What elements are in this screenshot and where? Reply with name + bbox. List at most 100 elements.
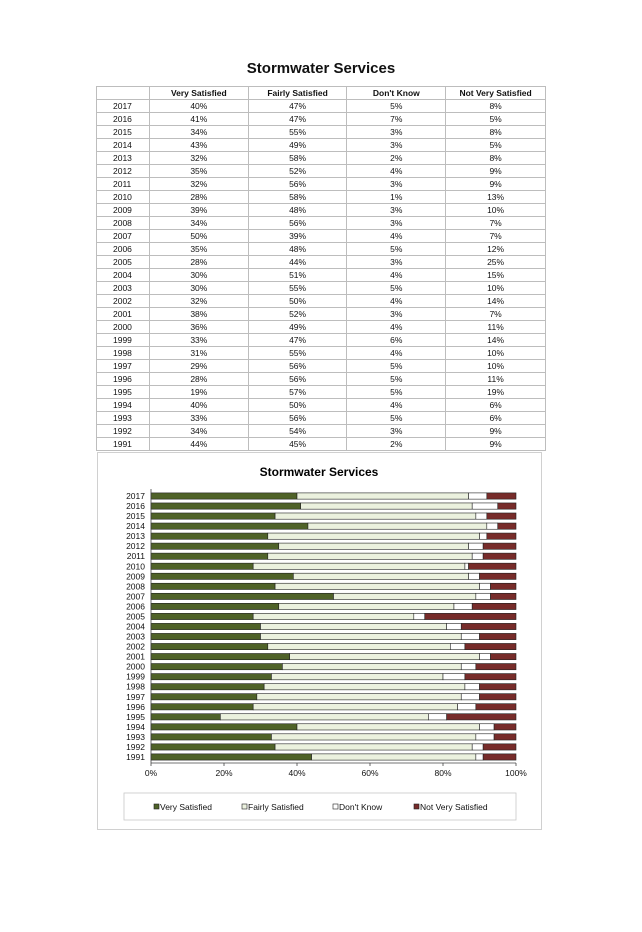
y-tick-label: 2005 <box>126 611 145 621</box>
cell-dont-know: 4% <box>346 229 447 243</box>
cell-fairly-satisfied: 47% <box>247 99 348 113</box>
table-header-fairly-satisfied: Fairly Satisfied <box>247 86 348 100</box>
cell-year: 2002 <box>96 294 150 308</box>
cell-not-very-satisfied: 13% <box>445 190 546 204</box>
bar-very-satisfied <box>150 512 276 520</box>
bar-fairly-satisfied <box>260 633 462 640</box>
bar-very-satisfied <box>150 522 309 530</box>
cell-year: 2007 <box>96 229 150 243</box>
cell-not-very-satisfied: 12% <box>445 242 546 256</box>
cell-very-satisfied: 34% <box>148 424 249 438</box>
bar-dont-know <box>457 703 477 711</box>
cell-dont-know: 3% <box>346 125 447 139</box>
cell-fairly-satisfied: 54% <box>247 424 348 438</box>
cell-not-very-satisfied: 10% <box>445 281 546 295</box>
bar-very-satisfied <box>150 723 298 731</box>
bar-not-very-satisfied <box>490 582 517 590</box>
bar-fairly-satisfied <box>282 663 462 671</box>
cell-dont-know: 3% <box>346 216 447 230</box>
bar-not-very-satisfied <box>493 723 517 731</box>
bar-not-very-satisfied <box>460 623 517 630</box>
bar-very-satisfied <box>150 683 265 691</box>
cell-fairly-satisfied: 49% <box>247 320 348 334</box>
cell-not-very-satisfied: 11% <box>445 320 546 334</box>
bar-not-very-satisfied <box>482 743 517 751</box>
bar-very-satisfied <box>150 713 221 721</box>
bar-dont-know <box>475 733 495 741</box>
table-row: 2001 38% 52% 3% 7% <box>96 307 546 321</box>
y-tick-label: 2008 <box>126 581 145 591</box>
cell-not-very-satisfied: 11% <box>445 372 546 386</box>
bar-not-very-satisfied <box>475 663 517 671</box>
bar-fairly-satisfied <box>252 613 415 620</box>
cell-year: 2015 <box>96 125 150 139</box>
bar-dont-know <box>468 542 484 550</box>
page-title: Stormwater Services <box>246 60 396 77</box>
y-tick-label: 1995 <box>126 712 145 722</box>
y-tick-label: 2013 <box>126 531 145 541</box>
cell-year: 2009 <box>96 203 150 217</box>
bar-not-very-satisfied <box>479 633 517 640</box>
bar-not-very-satisfied <box>486 492 517 500</box>
cell-fairly-satisfied: 56% <box>247 177 348 191</box>
cell-very-satisfied: 28% <box>148 372 249 386</box>
x-tick-label: 100% <box>505 768 527 778</box>
bar-not-very-satisfied <box>446 713 517 721</box>
table-body: 2017 40% 47% 5% 8% 2016 41% 47% 7% 5% 2015 34% 55% 3%… <box>96 99 546 451</box>
cell-not-very-satisfied: 8% <box>445 99 546 113</box>
cell-fairly-satisfied: 45% <box>247 437 348 451</box>
bar-fairly-satisfied <box>274 582 480 590</box>
bar-fairly-satisfied <box>271 733 477 741</box>
cell-fairly-satisfied: 48% <box>247 203 348 217</box>
y-tick-label: 2006 <box>126 601 145 611</box>
bar-dont-know <box>442 673 466 681</box>
cell-fairly-satisfied: 51% <box>247 268 348 282</box>
bar-not-very-satisfied <box>424 613 517 620</box>
cell-very-satisfied: 28% <box>148 190 249 204</box>
cell-year: 1998 <box>96 346 150 360</box>
cell-very-satisfied: 33% <box>148 411 249 425</box>
cell-fairly-satisfied: 44% <box>247 255 348 269</box>
cell-very-satisfied: 38% <box>148 307 249 321</box>
table-row: 1997 29% 56% 5% 10% <box>96 359 546 373</box>
table-header-dont-know: Don't Know <box>346 86 447 100</box>
cell-dont-know: 4% <box>346 320 447 334</box>
x-tick-label: 0% <box>145 768 158 778</box>
table-header-very-satisfied: Very Satisfied <box>148 86 249 100</box>
legend-swatch-very-satisfied <box>153 803 160 810</box>
bar-not-very-satisfied <box>468 562 517 570</box>
cell-dont-know: 3% <box>346 203 447 217</box>
table-row: 1998 31% 55% 4% 10% <box>96 346 546 360</box>
bar-dont-know <box>486 522 499 530</box>
cell-dont-know: 5% <box>346 372 447 386</box>
cell-fairly-satisfied: 58% <box>247 190 348 204</box>
bar-fairly-satisfied <box>252 562 466 570</box>
bar-fairly-satisfied <box>333 592 477 600</box>
cell-dont-know: 6% <box>346 333 447 347</box>
cell-fairly-satisfied: 58% <box>247 151 348 165</box>
bar-very-satisfied <box>150 703 254 711</box>
bar-very-satisfied <box>150 753 312 761</box>
bar-not-very-satisfied <box>486 512 517 520</box>
cell-very-satisfied: 39% <box>148 203 249 217</box>
bar-fairly-satisfied <box>267 532 480 540</box>
cell-very-satisfied: 35% <box>148 242 249 256</box>
table-row: 2004 30% 51% 4% 15% <box>96 268 546 282</box>
cell-dont-know: 4% <box>346 268 447 282</box>
bar-not-very-satisfied <box>490 653 517 661</box>
legend-box <box>123 792 517 821</box>
table-row: 2013 32% 58% 2% 8% <box>96 151 546 165</box>
cell-very-satisfied: 40% <box>148 99 249 113</box>
bar-very-satisfied <box>150 693 258 701</box>
legend-label-not-very-satisfied: Not Very Satisfied <box>420 802 488 812</box>
bar-very-satisfied <box>150 643 269 650</box>
table-row: 2005 28% 44% 3% 25% <box>96 255 546 269</box>
cell-fairly-satisfied: 49% <box>247 138 348 152</box>
cell-not-very-satisfied: 14% <box>445 294 546 308</box>
cell-very-satisfied: 50% <box>148 229 249 243</box>
cell-year: 2016 <box>96 112 150 126</box>
bar-fairly-satisfied <box>220 713 429 721</box>
cell-fairly-satisfied: 57% <box>247 385 348 399</box>
legend: Very Satisfied Fairly Satisfied Don't Know… <box>123 792 517 821</box>
cell-not-very-satisfied: 7% <box>445 229 546 243</box>
